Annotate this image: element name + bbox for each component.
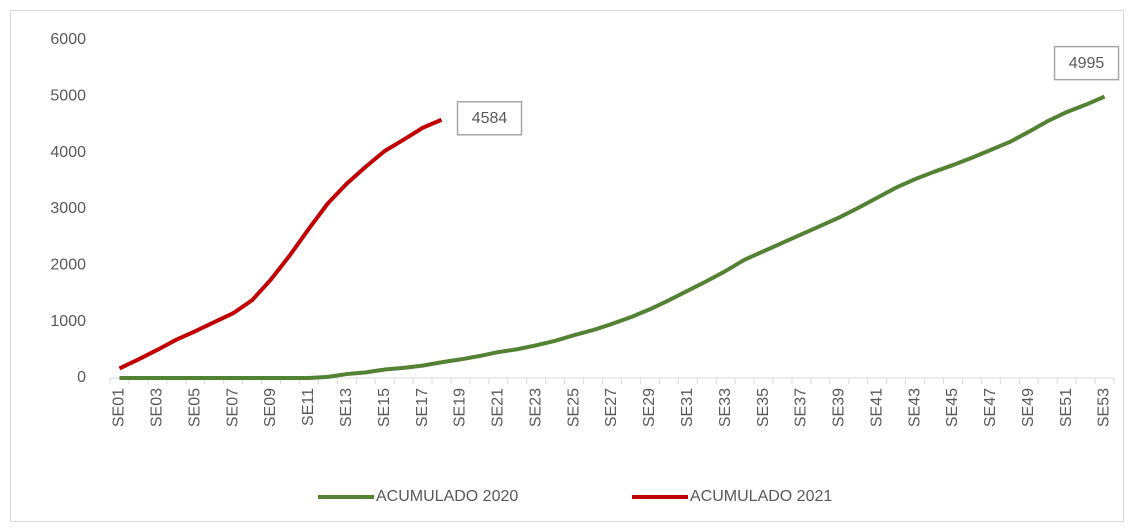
- legend-label: ACUMULADO 2021: [690, 488, 832, 505]
- legend-label: ACUMULADO 2020: [376, 488, 518, 505]
- x-tick-label: SE41: [868, 388, 885, 427]
- x-tick-label: SE13: [338, 388, 355, 427]
- x-tick-label: SE17: [414, 388, 431, 427]
- x-tick-label: SE27: [603, 388, 620, 427]
- y-tick-label: 5000: [50, 88, 86, 105]
- x-tick-label: SE39: [831, 388, 848, 427]
- x-tick-label: SE19: [452, 388, 469, 427]
- x-tick-label: SE29: [641, 388, 658, 427]
- chart-frame: [10, 10, 1124, 522]
- series-line: [118, 117, 443, 371]
- x-tick-label: SE25: [565, 388, 582, 427]
- x-tick-label: SE51: [1058, 388, 1075, 427]
- x-tick-label: SE03: [149, 388, 166, 427]
- x-tick-label: SE33: [717, 388, 734, 427]
- x-tick-label: SE47: [982, 388, 999, 427]
- x-tick-label: SE05: [186, 388, 203, 427]
- x-tick-label: SE23: [527, 388, 544, 427]
- y-tick-label: 1000: [50, 313, 86, 330]
- y-tick-label: 3000: [50, 200, 86, 217]
- x-tick-label: SE01: [111, 388, 128, 427]
- x-tick-label: SE21: [490, 388, 507, 427]
- data-label-box: [456, 101, 523, 136]
- x-tick-label: SE53: [1096, 388, 1113, 427]
- x-tick-label: SE35: [755, 388, 772, 427]
- x-tick-label: SE11: [300, 388, 317, 426]
- x-tick-label: SE15: [376, 388, 393, 427]
- y-tick-label: 6000: [50, 31, 86, 48]
- x-tick-label: SE07: [224, 388, 241, 427]
- x-tick-label: SE37: [793, 388, 810, 427]
- y-tick-label: 2000: [50, 257, 86, 274]
- x-tick-label: SE45: [944, 388, 961, 427]
- data-label: 4584: [472, 110, 508, 127]
- x-tick-label: SE43: [906, 388, 923, 427]
- data-label-box: [1053, 45, 1120, 81]
- series-line: [119, 94, 1106, 380]
- x-tick-label: SE31: [679, 388, 696, 427]
- data-label: 4995: [1069, 55, 1105, 72]
- x-tick-label: SE49: [1020, 388, 1037, 427]
- y-tick-label: 4000: [50, 144, 86, 161]
- y-tick-label: 0: [77, 369, 86, 386]
- x-tick-label: SE09: [262, 388, 279, 427]
